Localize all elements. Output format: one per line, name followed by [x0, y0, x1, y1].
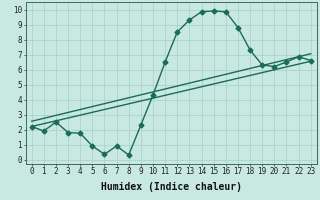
- X-axis label: Humidex (Indice chaleur): Humidex (Indice chaleur): [101, 182, 242, 192]
